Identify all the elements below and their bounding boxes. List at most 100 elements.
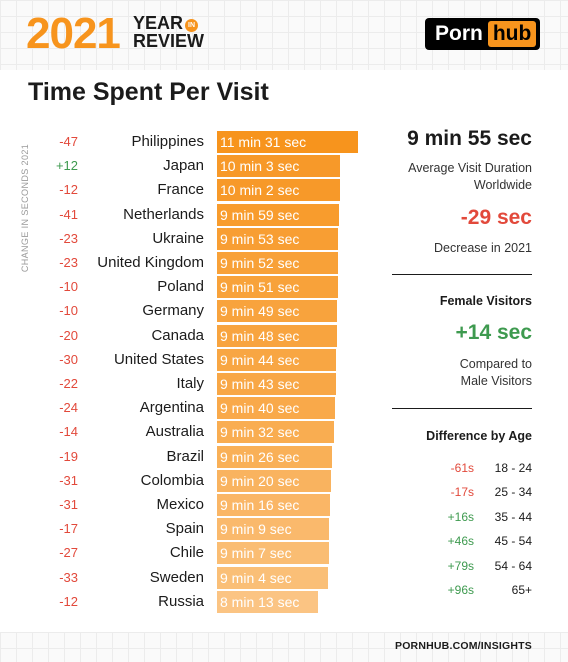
age-diff-value: +96s — [447, 583, 474, 597]
bar-value-label: 10 min 3 sec — [220, 158, 300, 175]
bar-value-label: 9 min 48 sec — [220, 327, 300, 344]
change-label: -41 — [59, 206, 78, 222]
bar — [217, 155, 340, 178]
country-label: Italy — [176, 375, 204, 392]
country-label: Argentina — [139, 399, 204, 417]
bar-value-label: 9 min 44 sec — [220, 351, 300, 368]
change-label: -12 — [59, 182, 78, 198]
bar-value-label: 9 min 4 sec — [220, 569, 292, 586]
chart-row: -12 France 10 min 2 sec — [0, 178, 380, 202]
bar-value-label: 8 min 13 sec — [220, 593, 300, 610]
chart-row: -14 Australia 9 min 32 sec — [0, 420, 380, 444]
bar-value-label: 9 min 20 sec — [220, 472, 300, 489]
divider-1 — [392, 274, 532, 275]
country-label: Japan — [163, 157, 204, 175]
chart-row: -23 United Kingdom 9 min 52 sec — [0, 251, 380, 275]
average-duration-value: 9 min 55 sec — [407, 127, 532, 150]
age-range-label: 25 - 34 — [494, 485, 532, 500]
chart-row: -41 Netherlands 9 min 59 sec — [0, 203, 380, 227]
age-range-label: 54 - 64 — [494, 558, 532, 573]
female-visitors-heading: Female Visitors — [439, 294, 532, 308]
chart-row: -24 Argentina 9 min 40 sec — [0, 396, 380, 420]
change-label: -22 — [59, 376, 78, 391]
age-diff-value: +79s — [447, 558, 474, 573]
bar-value-label: 9 min 26 sec — [220, 448, 300, 465]
change-label: -31 — [59, 472, 78, 488]
change-label: -23 — [59, 230, 78, 246]
country-label: Brazil — [166, 447, 204, 465]
in-badge-icon: IN — [185, 19, 199, 32]
bar — [217, 590, 318, 613]
chart-row: -23 Ukraine 9 min 53 sec — [0, 227, 380, 251]
country-label: Spain — [165, 520, 204, 538]
bar — [217, 469, 331, 492]
yearly-change-value: -29 sec — [460, 206, 532, 229]
bar — [217, 566, 328, 589]
age-diff-value: -61s — [450, 461, 474, 475]
bar — [217, 131, 358, 153]
chart-row: -20 Canada 9 min 48 sec — [0, 324, 380, 348]
country-label: United Kingdom — [97, 254, 204, 271]
change-label: -19 — [59, 448, 78, 464]
country-label: United States — [113, 350, 204, 368]
average-duration-caption-1: Average Visit Duration — [408, 161, 532, 175]
change-label: -27 — [59, 545, 78, 561]
bar-value-label: 9 min 7 sec — [220, 545, 292, 562]
bar-value-label: 9 min 49 sec — [220, 303, 300, 320]
age-diff-value: +46s — [447, 534, 474, 549]
change-label: -23 — [59, 255, 78, 270]
chart-title: Time Spent Per Visit — [28, 78, 269, 106]
age-row: -17s 25 - 34 — [392, 483, 532, 501]
country-label: Colombia — [140, 471, 204, 489]
country-label: Ukraine — [152, 229, 204, 247]
chart-row: -10 Germany 9 min 49 sec — [0, 299, 380, 323]
country-label: Mexico — [156, 496, 204, 513]
logo-text-porn: Porn — [435, 22, 483, 45]
footer-url: PORNHUB.COM/INSIGHTS — [394, 640, 532, 652]
chart-row: -17 Spain 9 min 9 sec — [0, 517, 380, 541]
change-label: -47 — [59, 134, 78, 149]
bar-value-label: 10 min 2 sec — [220, 182, 300, 199]
chart-row: -12 Russia 8 min 13 sec — [0, 590, 380, 614]
bar-value-label: 9 min 32 sec — [220, 424, 300, 441]
yearly-change-caption: Decrease in 2021 — [434, 241, 532, 255]
country-label: France — [157, 181, 204, 199]
age-diff-value: -17s — [450, 485, 474, 500]
country-label: Canada — [151, 326, 204, 344]
bar — [217, 276, 338, 299]
chart-row: -30 United States 9 min 44 sec — [0, 348, 380, 372]
female-visitors-caption-2: Male Visitors — [460, 374, 532, 388]
bar — [217, 179, 340, 202]
change-label: -33 — [59, 569, 78, 585]
bar — [217, 542, 329, 565]
bar — [217, 227, 338, 250]
country-label: Russia — [158, 592, 204, 610]
chart-row: -19 Brazil 9 min 26 sec — [0, 445, 380, 469]
chart-row: -22 Italy 9 min 43 sec — [0, 372, 380, 396]
age-range-label: 65+ — [511, 583, 532, 597]
age-diff-value: +16s — [447, 509, 474, 524]
country-label: Chile — [169, 544, 204, 562]
country-label: Poland — [157, 278, 204, 296]
change-label: -20 — [59, 327, 78, 343]
bar-value-label: 9 min 59 sec — [220, 206, 300, 223]
change-label: -12 — [59, 593, 78, 609]
bar — [217, 518, 329, 541]
change-label: -24 — [59, 400, 78, 416]
year-in-review-wordmark: YEAR IN REVIEW — [133, 14, 204, 50]
change-label: -17 — [59, 521, 78, 537]
pornhub-logo: Porn hub — [425, 18, 541, 50]
bar — [217, 252, 338, 274]
chart-row: -10 Poland 9 min 51 sec — [0, 275, 380, 299]
logo-text-hub: hub — [487, 21, 537, 47]
country-label: Sweden — [149, 568, 204, 586]
bar-value-label: 9 min 40 sec — [220, 400, 300, 417]
chart-row: -31 Mexico 9 min 16 sec — [0, 493, 380, 517]
bar-value-label: 11 min 31 sec — [220, 134, 307, 150]
chart-row: -31 Colombia 9 min 20 sec — [0, 469, 380, 493]
age-row: -61s 18 - 24 — [392, 459, 532, 477]
change-label: -30 — [59, 351, 78, 367]
age-range-label: 18 - 24 — [494, 461, 532, 475]
country-label: Netherlands — [123, 205, 204, 223]
change-label: -10 — [59, 303, 78, 319]
